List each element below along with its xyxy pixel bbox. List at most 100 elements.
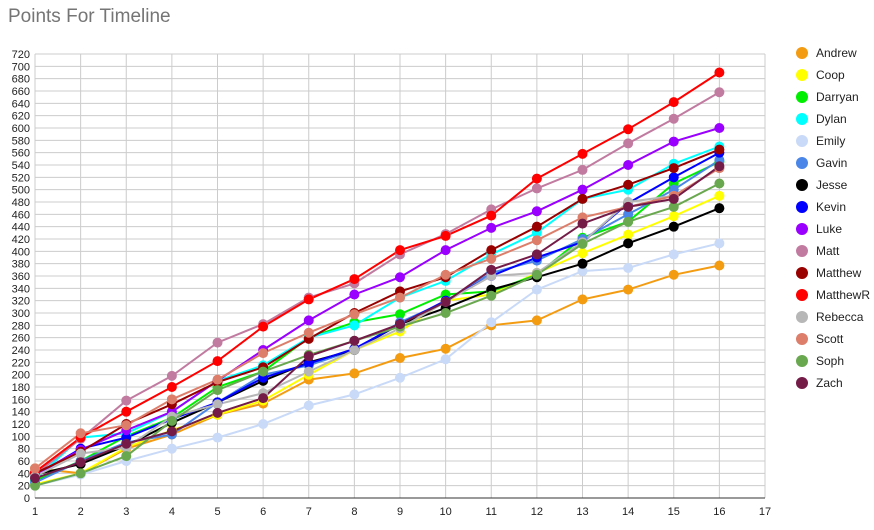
data-point-coop xyxy=(577,248,588,259)
data-point-emily xyxy=(349,389,360,400)
data-point-rebecca xyxy=(75,448,86,459)
legend-label-soph: Soph xyxy=(816,354,844,368)
series-line-matthew xyxy=(34,148,720,475)
data-point-jesse xyxy=(668,221,679,232)
legend-item-rebecca[interactable]: Rebecca xyxy=(796,310,864,324)
series-line-zach xyxy=(34,165,720,480)
legend-item-emily[interactable]: Emily xyxy=(796,134,845,148)
data-point-scott xyxy=(166,394,177,405)
series-line-rebecca xyxy=(34,167,720,478)
legend-item-kevin[interactable]: Kevin xyxy=(796,200,846,214)
series-line-andrew xyxy=(34,264,720,475)
data-point-coop xyxy=(623,229,634,240)
data-point-jesse xyxy=(623,238,634,249)
y-tick-label: 20 xyxy=(18,481,30,493)
data-point-coop xyxy=(668,211,679,222)
legend[interactable]: Andrew Coop Darryan Dylan Emily Gavin Jesse Kev… xyxy=(796,46,870,390)
legend-marker-matthewr xyxy=(796,289,808,301)
legend-item-darryan[interactable]: Darryan xyxy=(796,90,859,104)
data-point-zach xyxy=(349,335,360,346)
data-point-matt xyxy=(531,183,542,194)
data-point-emily xyxy=(486,317,497,328)
data-point-emily xyxy=(212,432,223,443)
data-point-scott xyxy=(395,292,405,303)
data-point-emily xyxy=(623,262,634,273)
data-point-emily xyxy=(668,249,679,260)
data-point-luke xyxy=(440,245,451,256)
data-point-kevin xyxy=(303,358,314,369)
series-line-scott xyxy=(34,167,720,470)
legend-item-jesse[interactable]: Jesse xyxy=(796,178,848,192)
data-point-matthewr xyxy=(395,245,405,256)
x-tick-label: 17 xyxy=(759,506,771,518)
data-point-matthew xyxy=(714,144,725,155)
y-tick-label: 460 xyxy=(12,209,30,221)
data-point-dylan xyxy=(349,320,360,331)
x-tick-label: 14 xyxy=(622,506,634,518)
legend-item-scott[interactable]: Scott xyxy=(796,332,844,346)
x-tick-label: 15 xyxy=(668,506,680,518)
legend-label-rebecca: Rebecca xyxy=(816,310,864,324)
y-tick-label: 260 xyxy=(12,333,30,345)
chart-title: Points For Timeline xyxy=(8,6,171,27)
y-tick-label: 500 xyxy=(12,185,30,197)
y-tick-label: 640 xyxy=(12,98,30,110)
x-tick-label: 3 xyxy=(123,506,129,518)
legend-item-dylan[interactable]: Dylan xyxy=(796,112,847,126)
data-point-soph xyxy=(30,480,40,491)
data-point-andrew xyxy=(440,343,451,354)
data-point-luke xyxy=(486,222,497,233)
data-point-matthewr xyxy=(486,210,497,221)
data-point-emily xyxy=(531,284,542,295)
data-point-rebecca xyxy=(349,345,360,355)
legend-label-matthewr: MatthewR xyxy=(816,288,870,302)
data-point-luke xyxy=(623,160,634,170)
x-tick-label: 8 xyxy=(351,506,357,518)
data-point-andrew xyxy=(577,294,588,305)
data-point-luke xyxy=(303,315,314,326)
data-point-matthewr xyxy=(166,382,177,392)
data-point-andrew xyxy=(668,269,679,280)
legend-label-matt: Matt xyxy=(816,244,840,258)
y-tick-label: 320 xyxy=(12,296,30,308)
legend-marker-zach xyxy=(796,377,808,389)
y-tick-label: 700 xyxy=(12,61,30,73)
data-point-soph xyxy=(212,385,223,396)
data-point-zach xyxy=(440,296,451,307)
data-point-gavin xyxy=(623,209,634,220)
data-point-emily xyxy=(577,266,588,277)
data-point-matt xyxy=(212,337,223,348)
data-point-soph xyxy=(577,238,588,249)
data-point-luke xyxy=(395,272,405,283)
legend-item-zach[interactable]: Zach xyxy=(796,376,843,390)
legend-item-coop[interactable]: Coop xyxy=(796,68,845,82)
data-point-matt xyxy=(121,395,132,406)
legend-item-soph[interactable]: Soph xyxy=(796,354,844,368)
x-tick-label: 16 xyxy=(713,506,725,518)
legend-item-matthew[interactable]: Matthew xyxy=(796,266,862,280)
y-tick-label: 140 xyxy=(12,407,30,419)
x-tick-label: 1 xyxy=(32,506,38,518)
legend-item-matt[interactable]: Matt xyxy=(796,244,840,258)
data-point-matthew xyxy=(486,245,497,256)
x-tick-label: 2 xyxy=(78,506,84,518)
y-tick-label: 180 xyxy=(12,382,30,394)
legend-item-gavin[interactable]: Gavin xyxy=(796,156,847,170)
series-line-dylan xyxy=(34,145,720,481)
data-point-zach xyxy=(577,218,588,229)
data-point-zach xyxy=(212,407,223,418)
data-point-scott xyxy=(440,269,451,280)
data-point-matthewr xyxy=(623,124,634,135)
legend-label-zach: Zach xyxy=(816,376,843,390)
legend-item-andrew[interactable]: Andrew xyxy=(796,46,857,60)
legend-marker-gavin xyxy=(796,157,808,169)
data-point-matthewr xyxy=(531,173,542,184)
legend-label-dylan: Dylan xyxy=(816,112,847,126)
legend-item-matthewr[interactable]: MatthewR xyxy=(796,288,870,302)
data-point-zach xyxy=(668,193,679,204)
data-point-zach xyxy=(486,264,497,275)
x-tick-label: 12 xyxy=(531,506,543,518)
x-tick-label: 6 xyxy=(260,506,266,518)
legend-item-luke[interactable]: Luke xyxy=(796,222,842,236)
